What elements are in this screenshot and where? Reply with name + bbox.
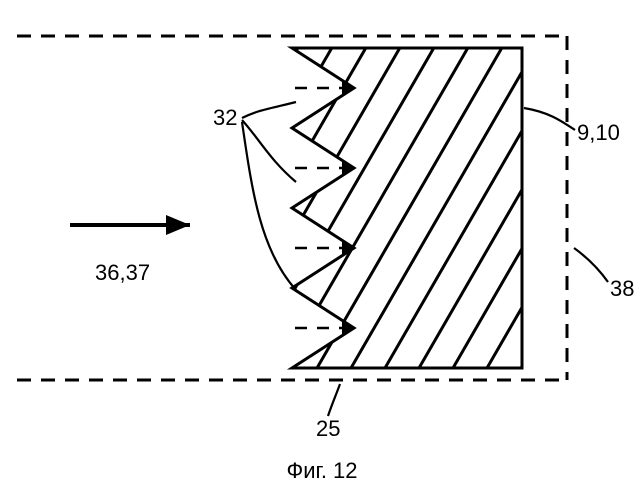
svg-text:9,10: 9,10 [577, 120, 620, 145]
svg-text:36,37: 36,37 [95, 260, 150, 285]
svg-text:38: 38 [610, 276, 634, 301]
svg-text:Фиг. 12: Фиг. 12 [286, 458, 357, 483]
svg-text:25: 25 [316, 416, 340, 441]
svg-text:32: 32 [213, 105, 237, 130]
